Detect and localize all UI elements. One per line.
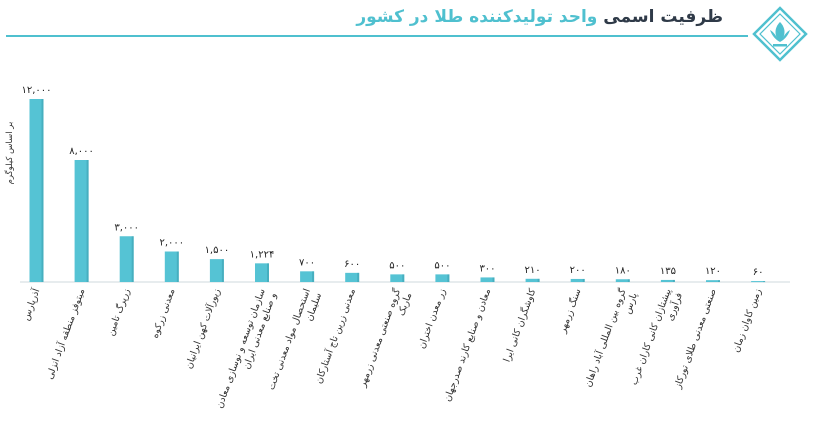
bar (255, 263, 269, 282)
category-labels-group: آذرپارس میتوفز منطقه آزاد انزلی زرپرگ تامی… (19, 286, 764, 414)
bar (345, 272, 360, 282)
category-label-line: معادن و صنایع کارند صدرجهان (442, 287, 493, 403)
value-label: ۱۸۰ (615, 265, 631, 276)
value-label: ۲,۰۰۰ (159, 238, 184, 249)
value-label: ۸,۰۰۰ (69, 146, 94, 157)
bar-shade (86, 160, 89, 282)
bar-shade (582, 278, 585, 282)
category-label-line: آذرپارس (19, 286, 43, 322)
bar-shade (312, 271, 315, 282)
value-label: ۲۱۰ (525, 265, 541, 276)
bar (390, 274, 405, 282)
bar (570, 278, 585, 282)
bar (615, 279, 630, 282)
category-label: زر معدن اختران (416, 287, 448, 350)
bar-shade (221, 259, 224, 282)
bar (29, 99, 44, 282)
category-label-line: گروه صنعتی معدنی زرمهر (356, 286, 403, 389)
title-suffix: واحد تولیدکننده طلا در کشور (356, 7, 598, 27)
category-label: میتوفز منطقه آزاد انزلی (42, 287, 87, 381)
category-label: سازمان توسعه و نوسازی معادنو صنایع معدنی… (214, 287, 279, 414)
value-label: ۷۰۰ (299, 257, 315, 268)
bar (480, 277, 495, 282)
company-logo-icon (752, 6, 808, 62)
category-label: زمین کاوان زمان (731, 287, 764, 354)
value-label: ۲۰۰ (570, 265, 586, 276)
value-label: ۵۰۰ (434, 260, 450, 271)
category-label: معادن و صنایع کارند صدرجهان (442, 287, 493, 403)
value-label: ۱۳۵ (660, 266, 676, 277)
category-label-line: سنگ زرمهر (556, 287, 583, 336)
bar-shade (627, 279, 630, 282)
value-label: ۱۲,۰۰۰ (21, 85, 51, 96)
bar-shade (402, 274, 405, 282)
category-label-line: معدنی زرکوه (150, 287, 178, 339)
bar-chart: بر اساس کیلوگرم ۱۲,۰۰۰ ۸,۰۰۰ ۳,۰۰۰ ۲,۰۰۰ ۱,۵… (4, 85, 790, 414)
category-label-line: زرپرگ تامین (103, 286, 132, 337)
bar-shade (447, 274, 450, 282)
bars-group (29, 99, 766, 283)
bar-shade (492, 277, 495, 282)
category-label: آذرپارس (19, 286, 43, 322)
category-label-line: سازمان توسعه و نوسازی معادن (214, 287, 268, 410)
category-label: کاوشگران کانی ایرا (501, 286, 539, 363)
bar (74, 160, 89, 282)
value-label: ۱۲۰ (705, 266, 721, 277)
bar (435, 274, 450, 282)
bar-shade (672, 279, 675, 282)
bar (300, 271, 315, 282)
category-label: معدنی زرکوه (150, 287, 178, 339)
category-label-line: زر معدن اختران (416, 287, 448, 350)
value-label: ۱,۲۲۴ (250, 249, 275, 260)
y-axis-label: بر اساس کیلوگرم (4, 122, 15, 185)
bar (119, 236, 134, 282)
bar-shade (718, 280, 720, 282)
category-label-line: گروه بین المللی آباد راهان (581, 286, 629, 389)
value-label: ۵۰۰ (389, 260, 405, 271)
bar-shade (267, 263, 269, 282)
bar (525, 278, 540, 282)
category-label-line: زیورآلات کهن ایرانیان (182, 286, 223, 370)
value-labels-group: ۱۲,۰۰۰ ۸,۰۰۰ ۳,۰۰۰ ۲,۰۰۰ ۱,۵۰۰ ۱,۲۲۴ ۷۰۰ ۶۰۰ ۵۰۰… (21, 85, 763, 278)
category-label: زرپرگ تامین (103, 286, 132, 337)
value-label: ۱,۵۰۰ (205, 245, 230, 256)
bar (164, 251, 179, 282)
bar (209, 259, 224, 282)
bar (660, 279, 675, 282)
category-label-line: میتوفز منطقه آزاد انزلی (42, 287, 87, 381)
category-label: زیورآلات کهن ایرانیان (182, 286, 223, 370)
bar-shade (41, 99, 44, 282)
title-prefix: ظرفیت اسمی (603, 7, 723, 27)
bar (751, 281, 766, 283)
category-label-line: کاوشگران کانی ایرا (501, 286, 539, 363)
category-label: گروه صنعتی معدنی زرمهرماربک (356, 286, 415, 393)
bar-shade (357, 272, 360, 282)
chart-header: ظرفیت اسمی واحد تولیدکننده طلا در کشور (0, 0, 815, 62)
category-label-line: زمین کاوان زمان (731, 287, 764, 354)
value-label: ۶۰ (753, 267, 764, 278)
value-label: ۳۰۰ (479, 263, 495, 274)
bar-shade (176, 251, 179, 282)
header-divider (6, 35, 748, 37)
category-label: سنگ زرمهر (556, 287, 583, 336)
chart-title: ظرفیت اسمی واحد تولیدکننده طلا در کشور (356, 7, 723, 27)
value-label: ۳,۰۰۰ (114, 222, 139, 233)
bar-shade (763, 281, 766, 283)
value-label: ۶۰۰ (344, 259, 360, 270)
bar-shade (131, 236, 134, 282)
bar-shade (537, 278, 540, 282)
bar (706, 280, 720, 282)
